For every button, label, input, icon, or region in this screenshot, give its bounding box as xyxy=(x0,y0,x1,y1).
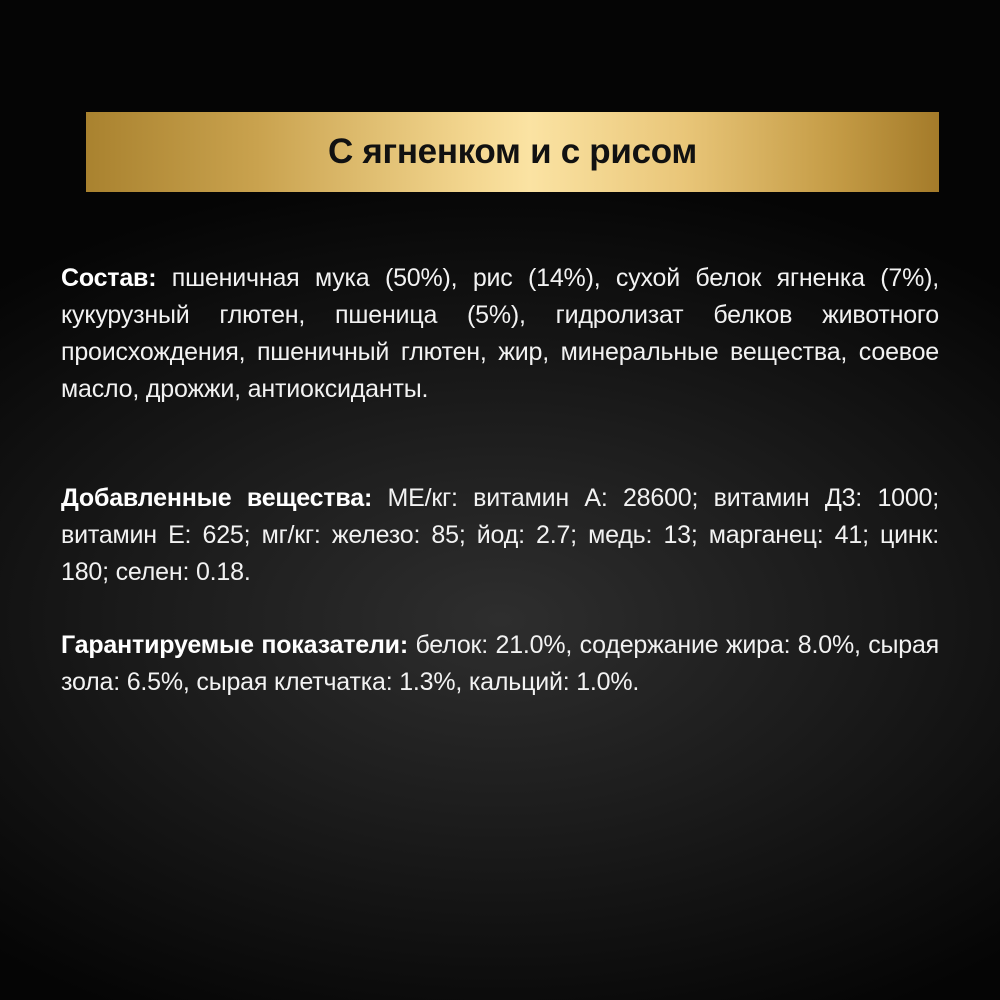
section-label: Добавленные вещества: xyxy=(61,484,373,512)
page-title: С ягненком и с рисом xyxy=(328,132,697,171)
section-label: Гарантируемые показатели: xyxy=(61,631,408,659)
title-banner: С ягненком и с рисом xyxy=(86,112,939,192)
section-text: МЕ/кг: витамин А: 28600; витамин Д3: 100… xyxy=(61,484,939,586)
section-text: пшеничная мука (50%), рис (14%), сухой б… xyxy=(61,264,939,403)
section-text: белок: 21.0%, содержание жира: 8.0%, сыр… xyxy=(61,631,940,696)
section-label: Состав: xyxy=(61,264,157,292)
additives-section: Добавленные вещества: МЕ/кг: витамин А: … xyxy=(61,480,939,591)
guaranteed-values-section: Гарантируемые показатели: белок: 21.0%, … xyxy=(61,627,939,701)
composition-section: Состав: пшеничная мука (50%), рис (14%),… xyxy=(61,260,939,408)
